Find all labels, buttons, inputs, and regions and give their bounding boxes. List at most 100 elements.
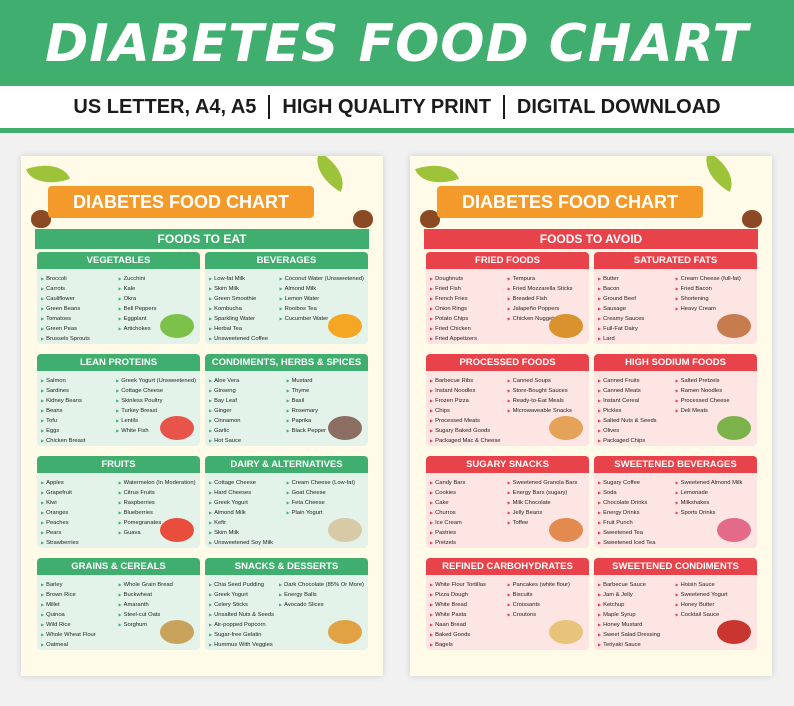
food-item: Garlic <box>209 426 287 436</box>
food-item: Steel-cut Oats <box>119 610 197 620</box>
food-item: Thyme <box>287 386 365 396</box>
food-item: Ready-to-Eat Meals <box>508 396 586 406</box>
food-item: Grapefruit <box>41 488 119 498</box>
food-item: Fried Fish <box>430 284 508 294</box>
food-item: Cocktail Sauce <box>676 610 754 620</box>
food-item: Chicken Nuggets <box>508 314 586 324</box>
food-item: Pomegranates <box>119 518 197 528</box>
food-item: Pizza Dough <box>430 590 508 600</box>
food-item: Green Beans <box>41 304 119 314</box>
panel-column: ZucchiniKaleOkraBell PeppersEggplantArti… <box>119 274 197 344</box>
format-download: DIGITAL DOWNLOAD <box>516 95 721 118</box>
food-item: Sugary Baked Goods <box>430 426 508 436</box>
panel-title: SNACKS & DESSERTS <box>205 558 368 575</box>
food-item: Barley <box>41 580 119 590</box>
panel-fruits: FRUITS ApplesGrapefruitKiwiOrangesPeaches… <box>37 456 200 548</box>
panel-title: SATURATED FATS <box>594 252 757 269</box>
food-item: Energy Balls <box>279 590 364 600</box>
leaf-icon <box>696 156 742 192</box>
food-item: Sweet Salad Dressing <box>598 630 676 640</box>
food-illustration-icon <box>328 314 362 338</box>
food-item: Breaded Fish <box>508 294 586 304</box>
panel-column: ApplesGrapefruitKiwiOrangesPeachesPearsS… <box>41 478 119 548</box>
food-illustration-icon <box>160 416 194 440</box>
food-item: Cottage Cheese <box>209 478 287 488</box>
food-item: Microwaveable Snacks <box>508 406 586 416</box>
food-item: Artichokes <box>119 324 197 334</box>
panel-sweetened-condiments: SWEETENED CONDIMENTS Barbecue SauceJam & … <box>594 558 757 650</box>
left-ribbon-title: DIABETES FOOD CHART <box>48 186 314 218</box>
food-item: Tempura <box>508 274 586 284</box>
food-item: Lemon Water <box>280 294 364 304</box>
food-item: Honey Butter <box>676 600 754 610</box>
food-item: Pretzels <box>430 538 508 548</box>
panel-column: Whole Grain BreadBuckwheatAmaranthSteel-… <box>119 580 197 650</box>
panel-column: ButterBaconGround BeefSausageCreamy Sauc… <box>598 274 676 344</box>
food-item: Shortening <box>676 294 754 304</box>
food-illustration-icon <box>717 416 751 440</box>
food-illustration-icon <box>717 518 751 542</box>
food-item: Kale <box>119 284 197 294</box>
food-item: Green Smoothie <box>209 294 280 304</box>
food-item: Cake <box>430 498 508 508</box>
food-item: Sugar-free Gelatin <box>209 630 279 640</box>
panel-refined-carbohydrates: REFINED CARBOHYDRATES White Flour Tortill… <box>426 558 589 650</box>
panel-column: Barbecue SauceJam & JellyKetchupMaple Sy… <box>598 580 676 650</box>
food-item: Naan Bread <box>430 620 508 630</box>
food-item: Sardines <box>41 386 116 396</box>
nut-icon <box>31 210 51 228</box>
food-item: Bacon <box>598 284 676 294</box>
food-item: Jelly Beans <box>508 508 586 518</box>
food-item: Strawberries <box>41 538 119 548</box>
food-item: Buckwheat <box>119 590 197 600</box>
food-item: Pastries <box>430 528 508 538</box>
food-item: Doughnuts <box>430 274 508 284</box>
panel-column: Cream Cheese (Low-fat)Goat CheeseFeta Ch… <box>287 478 365 548</box>
food-item: Pancakes (white flour) <box>508 580 586 590</box>
panel-column: Salted PretzelsRamen NoodlesProcessed Ch… <box>676 376 754 446</box>
food-item: Unsweetened Soy Milk <box>209 538 287 548</box>
food-item: Watermelon (In Moderation) <box>119 478 197 488</box>
food-item: Salted Pretzels <box>676 376 754 386</box>
food-item: Black Pepper <box>287 426 365 436</box>
food-item: Goat Cheese <box>287 488 365 498</box>
food-item: Pears <box>41 528 119 538</box>
food-item: Citrus Fruits <box>119 488 197 498</box>
food-item: Ginger <box>209 406 287 416</box>
food-item: Maple Syrup <box>598 610 676 620</box>
food-item: Carrots <box>41 284 119 294</box>
food-item: Instant Noodles <box>430 386 508 396</box>
format-quality: HIGH QUALITY PRINT <box>282 95 491 118</box>
food-item: Canned Soups <box>508 376 586 386</box>
food-item: Unsalted Nuts & Seeds <box>209 610 279 620</box>
food-item: Whole Grain Bread <box>119 580 197 590</box>
food-item: Quinoa <box>41 610 119 620</box>
food-item: Cauliflower <box>41 294 119 304</box>
food-item: Sweetened Almond Milk <box>676 478 754 488</box>
food-item: Greek Yogurt <box>209 590 279 600</box>
food-item: Energy Bars (sugary) <box>508 488 586 498</box>
food-item: Lard <box>598 334 676 344</box>
food-illustration-icon <box>549 416 583 440</box>
panel-column: Low-fat MilkSkim MilkGreen SmoothieKombu… <box>209 274 280 344</box>
food-item: Dark Chocolate (85% Or More) <box>279 580 364 590</box>
food-item: Celery Sticks <box>209 600 279 610</box>
food-item: Almond Milk <box>280 284 364 294</box>
food-item: Chia Seed Pudding <box>209 580 279 590</box>
food-item: Chicken Breast <box>41 436 116 446</box>
food-item: Almond Milk <box>209 508 287 518</box>
food-item: Milk Chocolate <box>508 498 586 508</box>
panel-column: Canned SoupsStore-Bought SaucesReady-to-… <box>508 376 586 446</box>
food-item: Fried Bacon <box>676 284 754 294</box>
food-item: Butter <box>598 274 676 284</box>
panel-column: Aloe VeraGinsengBay LeafGingerCinnamonGa… <box>209 376 287 446</box>
food-item: Honey Mustard <box>598 620 676 630</box>
food-item: Croutons <box>508 610 586 620</box>
panel-title: PROCESSED FOODS <box>426 354 589 371</box>
food-item: Sweetened Tea <box>598 528 676 538</box>
food-item: Millet <box>41 600 119 610</box>
panel-column: BarleyBrown RiceMilletQuinoaWild RiceWho… <box>41 580 119 650</box>
food-illustration-icon <box>160 620 194 644</box>
food-item: Kombucha <box>209 304 280 314</box>
food-item: Okra <box>119 294 197 304</box>
